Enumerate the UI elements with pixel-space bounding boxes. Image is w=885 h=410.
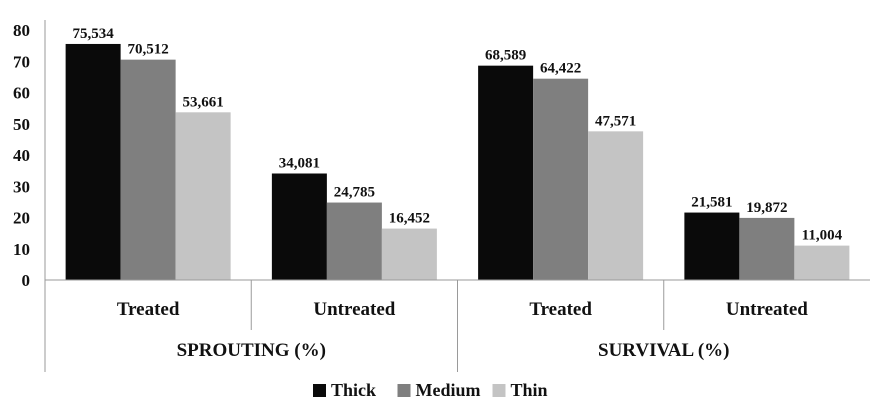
bar-thin-0	[175, 112, 231, 280]
category-labels: Treated Untreated Treated Untreated	[117, 299, 808, 320]
bar-thick-3	[684, 212, 740, 280]
legend-label-medium: Medium	[416, 380, 481, 400]
data-label: 34,081	[279, 155, 320, 171]
y-tick-label: 10	[13, 240, 30, 259]
data-label: 11,004	[802, 228, 843, 244]
y-axis-ticks: 0 10 20 30 40 50 60 70 80	[13, 21, 30, 290]
group-label: SURVIVAL (%)	[598, 340, 729, 361]
data-label: 24,785	[334, 185, 375, 201]
bar-thin-2	[588, 131, 644, 280]
y-tick-label: 70	[13, 52, 30, 71]
legend-label-thin: Thin	[511, 380, 548, 400]
group-labels: SPROUTING (%) SURVIVAL (%)	[177, 340, 730, 361]
legend-swatch-thin	[492, 384, 506, 397]
data-label: 64,422	[540, 61, 581, 77]
bar-medium-0	[120, 59, 176, 281]
legend: Thick Medium Thin	[313, 380, 548, 400]
legend-swatch-thick	[313, 384, 326, 397]
legend-label-thick: Thick	[331, 380, 376, 400]
bars	[65, 43, 850, 281]
data-label: 53,661	[183, 94, 224, 110]
bar-medium-3	[739, 217, 795, 280]
data-label: 21,581	[691, 195, 732, 211]
data-label: 47,571	[595, 113, 636, 129]
y-tick-label: 20	[13, 209, 30, 228]
category-label: Untreated	[313, 299, 395, 320]
bar-thick-2	[478, 65, 534, 280]
axes	[44, 20, 870, 372]
data-labels: 75,534 70,512 53,661 34,081 24,785 16,452 68,5…	[73, 26, 843, 244]
y-tick-label: 40	[13, 146, 30, 165]
y-tick-label: 30	[13, 177, 30, 196]
y-tick-label: 80	[13, 21, 30, 40]
bar-thin-3	[794, 245, 850, 280]
y-tick-label: 50	[13, 115, 30, 134]
bar-thick-1	[271, 173, 327, 280]
legend-swatch-medium	[397, 384, 411, 397]
category-label: Untreated	[726, 299, 808, 320]
y-tick-label: 0	[22, 271, 31, 290]
data-label: 70,512	[128, 42, 169, 58]
data-label: 75,534	[73, 26, 115, 42]
category-label: Treated	[529, 299, 592, 320]
bar-medium-1	[326, 202, 382, 280]
bar-thin-1	[381, 228, 437, 280]
group-label: SPROUTING (%)	[177, 340, 326, 361]
data-label: 16,452	[389, 211, 430, 227]
bar-thick-0	[65, 43, 121, 280]
data-label: 19,872	[746, 200, 787, 216]
data-label: 68,589	[485, 48, 526, 64]
bar-medium-2	[533, 78, 589, 281]
y-tick-label: 60	[13, 84, 30, 103]
category-label: Treated	[117, 299, 180, 320]
